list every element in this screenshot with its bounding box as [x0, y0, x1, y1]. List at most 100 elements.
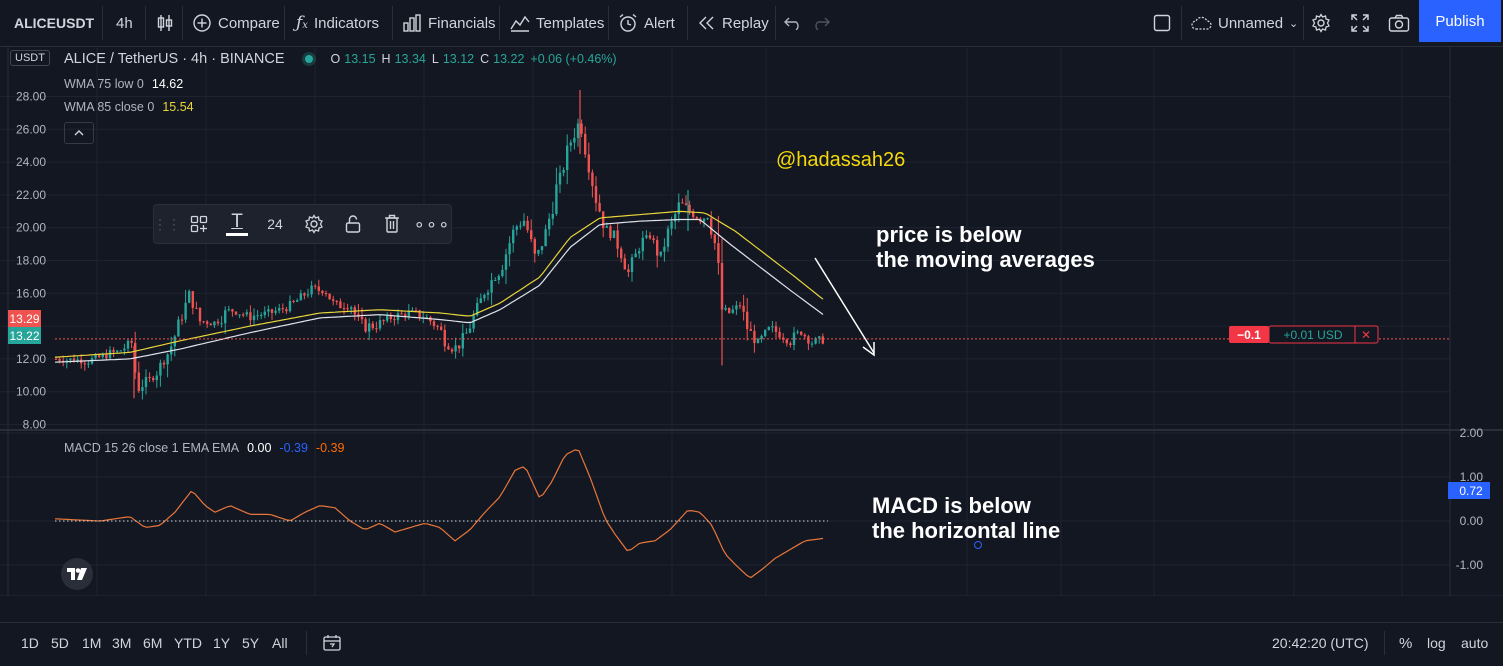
chart-type-button[interactable]: [156, 0, 174, 46]
price-annotation[interactable]: price is below the moving averages: [876, 222, 1095, 272]
candle-body: [263, 311, 266, 316]
indicators-button[interactable]: ƒx Indicators: [296, 0, 379, 46]
macd-annotation[interactable]: MACD is below the horizontal line: [872, 493, 1060, 543]
bottom-toolbar: 1D 5D 1M 3M 6M YTD 1Y 5Y All 20:42:20 (UTC) % lo…: [0, 622, 1503, 666]
log-toggle[interactable]: log: [1427, 635, 1446, 651]
candle-body: [486, 292, 490, 295]
candle-body: [767, 327, 770, 330]
template-button[interactable]: [182, 205, 216, 243]
templates-button[interactable]: Templates: [510, 0, 604, 46]
font-size-button[interactable]: 24: [267, 216, 283, 232]
wma1-legend[interactable]: WMA 75 low 0 14.62: [64, 77, 183, 91]
candle-body: [389, 315, 392, 320]
timezone-button[interactable]: 20:42:20 (UTC): [1272, 635, 1369, 651]
range-5d-button[interactable]: 5D: [51, 635, 69, 651]
layout-menu[interactable]: Unnamed ⌄: [1190, 0, 1298, 46]
range-1y-button[interactable]: 1Y: [213, 635, 231, 651]
candle-body: [105, 354, 108, 359]
candle-body: [292, 300, 295, 302]
candle-body: [728, 307, 731, 313]
price-tag-red: [8, 310, 41, 327]
expand-icon: [1351, 14, 1369, 32]
range-all-button[interactable]: All: [272, 635, 288, 651]
candle-body: [684, 203, 688, 205]
range-1m-button[interactable]: 1M: [82, 635, 102, 651]
settings-button[interactable]: [1311, 0, 1331, 46]
candle-body: [681, 202, 684, 204]
compare-button[interactable]: Compare: [192, 0, 280, 46]
candle-body: [378, 320, 382, 329]
range-3m-button[interactable]: 3M: [112, 635, 132, 651]
lock-button[interactable]: [338, 205, 368, 243]
candle-body: [191, 291, 194, 308]
candle-body: [407, 310, 410, 317]
candle-body: [242, 314, 245, 316]
candle-body: [54, 358, 58, 360]
candle-body: [256, 315, 259, 317]
auto-toggle[interactable]: auto: [1461, 635, 1489, 651]
price-axis-label: 22.00: [16, 188, 46, 202]
divider: [284, 6, 285, 40]
plus-circle-icon: [193, 14, 211, 32]
square-icon: [1153, 14, 1171, 32]
wma2-value: 15.54: [162, 100, 194, 114]
compare-label: Compare: [218, 14, 280, 32]
range-1d-button[interactable]: 1D: [21, 635, 39, 651]
templates-icon: [510, 15, 530, 32]
candle-body: [537, 250, 540, 254]
range-6m-button[interactable]: 6M: [143, 635, 163, 651]
redo-button[interactable]: [812, 0, 830, 46]
snapshot-button[interactable]: [1388, 0, 1410, 46]
candle-body: [659, 251, 662, 256]
date-range-button[interactable]: [322, 623, 342, 663]
calendar-range-icon: [323, 635, 341, 651]
range-5y-button[interactable]: 5Y: [242, 635, 260, 651]
candle-body: [818, 336, 821, 339]
text-color-button[interactable]: T: [220, 205, 254, 243]
candle-body: [663, 246, 666, 252]
candle-body: [447, 346, 450, 350]
color-swatch: [226, 232, 248, 236]
range-ytd-button[interactable]: YTD: [174, 635, 202, 651]
collapse-legend-button[interactable]: [64, 122, 94, 144]
more-icon[interactable]: ∘∘∘: [413, 213, 451, 234]
fullscreen-button[interactable]: [1351, 0, 1369, 46]
candle-body: [803, 334, 806, 337]
author-annotation[interactable]: @hadassah26: [776, 149, 906, 171]
candle-body: [69, 358, 72, 361]
candle-body: [314, 285, 317, 287]
alert-button[interactable]: Alert: [618, 0, 675, 46]
macd-legend[interactable]: MACD 15 26 close 1 EMA EMA 0.00 -0.39 -0…: [64, 441, 344, 455]
candle-body: [479, 298, 482, 304]
delete-button[interactable]: [376, 205, 408, 243]
undo-button[interactable]: [784, 0, 802, 46]
currency-button[interactable]: USDT: [10, 50, 50, 66]
financials-button[interactable]: Financials: [402, 0, 496, 46]
price-tag-green: [8, 327, 41, 344]
fullscreen-layout-button[interactable]: [1153, 0, 1171, 46]
drag-handle-icon[interactable]: ⋮⋮: [153, 215, 181, 232]
top-toolbar: ALICEUSDT 4h Compare ƒx Indicators Finan…: [0, 0, 1503, 47]
low-label: L: [431, 52, 439, 66]
macd-label: MACD 15 26 close 1 EMA EMA: [64, 441, 240, 455]
candle-body: [371, 323, 374, 329]
templates-label: Templates: [536, 14, 605, 32]
candle-body: [155, 375, 158, 381]
interval-button[interactable]: 4h: [116, 14, 133, 32]
candle-body: [695, 217, 698, 219]
wma2-legend[interactable]: WMA 85 close 0 15.54: [64, 100, 194, 114]
position-profit-label: +0.01 USD: [1283, 328, 1342, 342]
candle-body: [620, 248, 623, 259]
candle-body: [94, 355, 97, 359]
replay-button[interactable]: Replay: [698, 0, 769, 46]
divider: [102, 6, 103, 40]
candle-body: [555, 184, 558, 214]
publish-button[interactable]: Publish: [1419, 0, 1501, 42]
settings-button[interactable]: [298, 205, 330, 243]
candle-body: [188, 291, 191, 303]
chart-canvas[interactable]: 28.00 26.00 24.00 22.00 20.00 18.00 16.00 12.00…: [0, 46, 1503, 596]
tradingview-logo[interactable]: [61, 558, 93, 590]
candle-body: [807, 336, 810, 344]
symbol-search[interactable]: ALICEUSDT: [14, 15, 95, 31]
percent-toggle[interactable]: %: [1399, 634, 1413, 652]
